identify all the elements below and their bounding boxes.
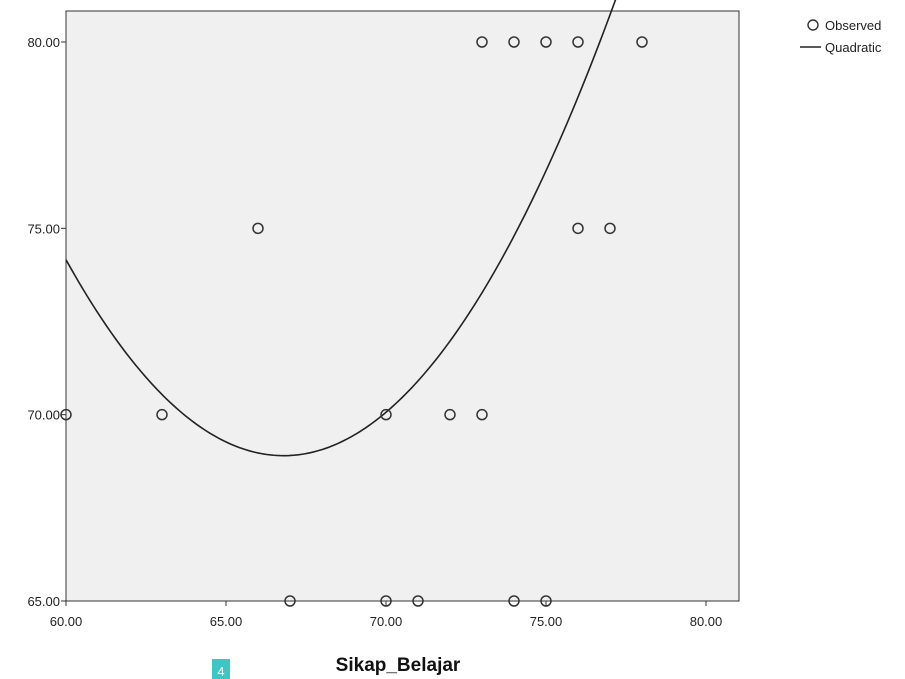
quadratic-fit-line	[65, 0, 617, 457]
x-tick-label: 60.00	[50, 614, 83, 629]
badge-background	[212, 659, 230, 679]
observed-point	[540, 595, 552, 607]
observed-point	[540, 36, 552, 48]
badge-label: 4	[217, 664, 224, 679]
observed-point	[156, 408, 168, 421]
observed-point	[476, 36, 488, 48]
y-tick-label: 65.00	[27, 594, 60, 609]
x-axis: 60.00 65.00 70.00 75.00 80.00	[50, 601, 723, 629]
x-tick-label: 75.00	[530, 614, 563, 629]
observed-point	[412, 595, 424, 607]
observed-point	[636, 36, 648, 48]
legend: Observed Quadratic	[800, 18, 882, 55]
observed-points	[60, 36, 648, 607]
quadratic-curve	[65, 0, 617, 457]
observed-point	[508, 595, 520, 607]
x-axis-title: Sikap_Belajar	[336, 655, 461, 676]
legend-observed-marker	[807, 19, 819, 31]
legend-quadratic-label: Quadratic	[825, 40, 882, 55]
observed-point	[284, 595, 296, 607]
observed-point	[60, 408, 72, 421]
observed-point	[572, 222, 584, 235]
x-tick-label: 80.00	[690, 614, 723, 629]
y-tick-label: 75.00	[27, 221, 60, 236]
observed-point	[572, 36, 584, 48]
plot-area	[65, 10, 740, 602]
observed-point	[508, 36, 520, 48]
y-axis: 65.00 70.00 75.00 80.00	[27, 35, 66, 609]
observed-point	[476, 408, 488, 421]
x-tick-label: 65.00	[210, 614, 243, 629]
legend-observed-label: Observed	[825, 18, 881, 33]
observed-point	[604, 222, 616, 235]
page-number-badge: 4	[212, 659, 230, 679]
observed-point	[380, 408, 392, 421]
observed-point	[444, 408, 456, 421]
y-tick-label: 80.00	[27, 35, 60, 50]
x-tick-label: 70.00	[370, 614, 403, 629]
y-tick-label: 70.00	[27, 408, 60, 423]
observed-point	[252, 222, 264, 235]
observed-point	[380, 595, 392, 607]
